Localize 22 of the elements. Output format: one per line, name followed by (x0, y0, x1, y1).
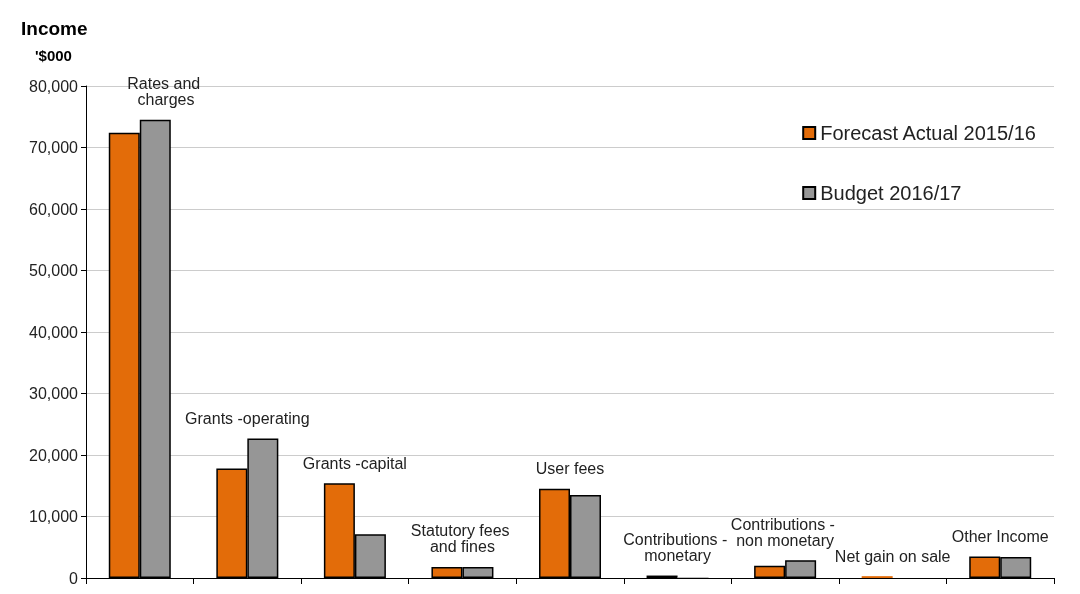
y-tick-label: 70,000 (29, 139, 79, 156)
y-axis-title: '$000 (35, 47, 72, 64)
y-tick-label: 0 (69, 569, 79, 587)
y-tick-label: 60,000 (29, 200, 79, 218)
x-tick-label: Grants -operating (185, 409, 310, 427)
y-tick-label: 10,000 (29, 508, 79, 525)
y-tick-label: 40,000 (29, 323, 79, 341)
x-tick-label: User fees (535, 460, 605, 478)
y-tick-label: 30,000 (29, 385, 79, 402)
x-tick-label: Rates and charges (127, 75, 205, 109)
legend-label: Forecast Actual 2015/16 (820, 122, 1036, 144)
y-tick-label: 50,000 (29, 262, 79, 279)
x-tick-label: Contributions - non monetary (730, 515, 840, 549)
chart-title: Income (21, 18, 88, 39)
y-tick-label: 20,000 (29, 446, 79, 464)
x-tick-label: Statutory fees and fines (410, 522, 515, 556)
x-tick-label: Contributions - monetary (623, 531, 732, 565)
y-tick-label: 80,000 (29, 77, 79, 95)
x-tick-label: Net gain on sale (834, 547, 951, 565)
legend-label: Budget 2016/17 (820, 182, 962, 204)
x-tick-label: Other Income (951, 527, 1049, 545)
x-tick-label: Grants -capital (302, 454, 407, 472)
